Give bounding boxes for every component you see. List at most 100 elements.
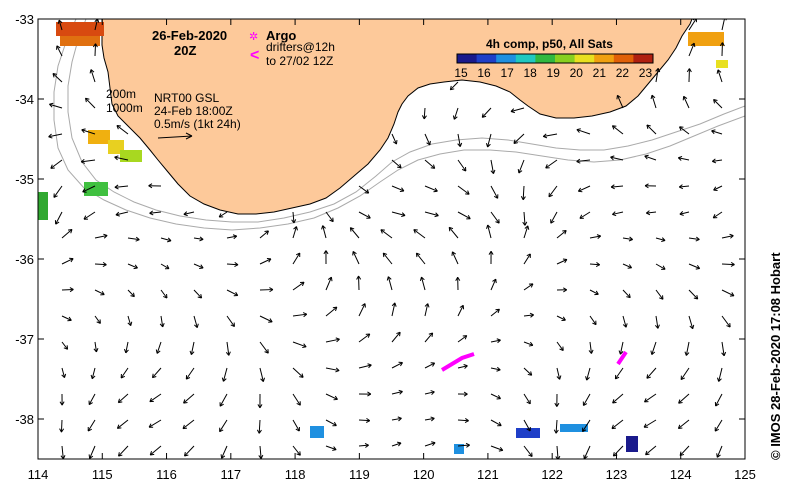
sst-patch bbox=[310, 426, 324, 438]
current-vector-head bbox=[585, 376, 590, 381]
current-vector bbox=[358, 333, 371, 343]
current-vector-head bbox=[257, 404, 263, 409]
current-vector-head bbox=[413, 229, 418, 234]
current-vector bbox=[556, 230, 567, 239]
current-vector bbox=[622, 289, 631, 299]
colorbar-swatch bbox=[574, 54, 595, 63]
product-time: 24-Feb 18:00Z bbox=[154, 104, 233, 118]
current-vector bbox=[258, 419, 261, 434]
y-axis: -33 -34 -35 -36 -37 -38 bbox=[15, 12, 745, 427]
current-vector bbox=[545, 159, 558, 169]
current-vector-head bbox=[295, 252, 301, 258]
current-vector-head bbox=[397, 163, 402, 169]
current-vector-head bbox=[397, 416, 402, 422]
current-vector-head bbox=[269, 287, 274, 293]
sst-patch bbox=[56, 22, 104, 36]
current-vector-head bbox=[102, 261, 107, 267]
current-vector-head bbox=[495, 219, 500, 224]
current-vector-head bbox=[459, 304, 465, 310]
current-vector bbox=[611, 419, 624, 429]
current-vector-head bbox=[159, 323, 165, 328]
current-vector-head bbox=[711, 158, 717, 164]
current-vector bbox=[391, 442, 402, 447]
current-vector-head bbox=[430, 362, 436, 367]
x-tick-label: 118 bbox=[285, 467, 306, 482]
current-vector-head bbox=[612, 211, 617, 217]
current-vector-head bbox=[562, 258, 568, 264]
sst-patch bbox=[716, 60, 728, 68]
current-vector bbox=[218, 211, 228, 218]
current-vector bbox=[120, 367, 129, 379]
current-vector-head bbox=[419, 276, 425, 282]
current-vector bbox=[589, 315, 597, 325]
current-vector-head bbox=[321, 225, 326, 230]
current-vector bbox=[424, 332, 434, 343]
current-vector-head bbox=[712, 214, 718, 219]
current-vector bbox=[487, 133, 492, 148]
current-vector-head bbox=[352, 251, 357, 256]
current-vector bbox=[292, 341, 307, 348]
current-vector-head bbox=[82, 188, 87, 193]
current-vector-head bbox=[650, 94, 656, 100]
current-vector-head bbox=[679, 211, 684, 216]
current-vector bbox=[413, 229, 426, 239]
current-vector bbox=[94, 289, 105, 296]
current-vector-head bbox=[397, 441, 402, 447]
current-vector-head bbox=[622, 323, 628, 328]
current-vector bbox=[721, 289, 735, 297]
current-vector bbox=[556, 445, 559, 459]
current-vector-head bbox=[556, 375, 562, 380]
current-vector bbox=[221, 445, 228, 459]
current-vector bbox=[457, 185, 470, 195]
current-vector-head bbox=[576, 158, 581, 164]
current-vector-head bbox=[431, 441, 436, 447]
current-vector-head bbox=[528, 452, 533, 457]
current-vector bbox=[127, 237, 140, 241]
current-vector-head bbox=[455, 276, 461, 281]
current-vector bbox=[292, 393, 301, 406]
current-vector-head bbox=[716, 453, 721, 458]
current-vector bbox=[582, 393, 591, 406]
colorbar-title: 4h comp, p50, All Sats bbox=[486, 37, 613, 51]
current-vector bbox=[148, 419, 162, 428]
current-vector-head bbox=[729, 233, 734, 239]
current-vector-head bbox=[396, 331, 401, 337]
current-vector-head bbox=[332, 421, 337, 427]
current-vector-head bbox=[645, 450, 650, 456]
current-vector bbox=[190, 341, 195, 355]
current-vector bbox=[322, 225, 327, 239]
current-vector-head bbox=[645, 210, 651, 216]
current-vector bbox=[713, 185, 723, 191]
colorbar: 4h comp, p50, All Sats 15 16 17 18 19 20 21 22 2… bbox=[454, 37, 654, 80]
land-mass bbox=[101, 19, 693, 215]
current-vector bbox=[387, 276, 393, 291]
current-vector bbox=[259, 315, 273, 323]
current-vector-head bbox=[721, 351, 727, 357]
current-vector bbox=[94, 235, 108, 239]
current-vector-head bbox=[366, 214, 371, 219]
current-vector-head bbox=[616, 94, 621, 100]
sst-patch bbox=[688, 32, 724, 46]
current-vector bbox=[490, 211, 500, 224]
current-vector-head bbox=[430, 164, 436, 169]
current-vector bbox=[118, 445, 129, 457]
current-vector-head bbox=[610, 155, 615, 161]
title-date: 26-Feb-2020 bbox=[152, 28, 227, 43]
current-vector-head bbox=[596, 234, 602, 240]
current-vector-head bbox=[496, 394, 501, 400]
current-vector bbox=[60, 419, 63, 433]
legend-drifters-line2: to 27/02 12Z bbox=[266, 54, 333, 68]
current-vector bbox=[688, 237, 700, 240]
current-vector-head bbox=[50, 164, 55, 169]
current-vector-head bbox=[583, 454, 588, 459]
current-vector-head bbox=[528, 341, 534, 347]
current-vector-head bbox=[464, 418, 469, 423]
colorbar-swatch bbox=[535, 54, 556, 63]
sst-patch bbox=[120, 150, 142, 162]
current-vector-head bbox=[230, 322, 235, 327]
current-vector bbox=[688, 42, 695, 57]
current-vector-head bbox=[714, 427, 720, 432]
current-vector bbox=[358, 185, 369, 194]
current-vector bbox=[259, 367, 264, 382]
current-vector-head bbox=[398, 389, 403, 395]
